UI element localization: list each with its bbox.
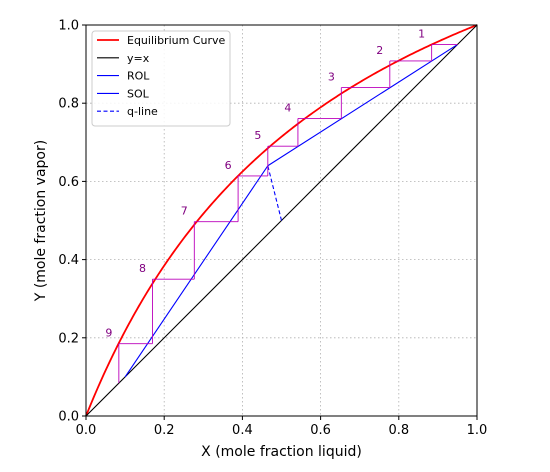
x-tick-label: 0.2 bbox=[154, 423, 175, 438]
x-axis-title: X (mole fraction liquid) bbox=[201, 444, 362, 460]
stage-label: 2 bbox=[376, 44, 383, 57]
plot-lines bbox=[85, 24, 478, 417]
x-tick-label: 0.4 bbox=[232, 423, 253, 438]
y-tick-label: 1.0 bbox=[58, 19, 79, 34]
legend-label-q-line: q-line bbox=[127, 105, 158, 118]
y-tick-label: 0.6 bbox=[58, 175, 79, 190]
y-tick-label: 0.0 bbox=[58, 410, 79, 425]
y-tick-label: 0.2 bbox=[58, 331, 79, 346]
y-tick-label: 0.8 bbox=[58, 97, 79, 112]
stages: 1 2 3 4 5 6 7 8 9 bbox=[105, 28, 458, 384]
x-tick-label: 1.0 bbox=[467, 423, 488, 438]
series-sol bbox=[124, 165, 269, 378]
series-rol bbox=[267, 44, 458, 167]
legend-label-sol: SOL bbox=[127, 87, 150, 100]
stage-label: 9 bbox=[105, 327, 112, 340]
stage-label: 5 bbox=[254, 129, 261, 142]
legend: Equilibrium Curve y=x ROL SOL q-line bbox=[91, 30, 231, 127]
stage-label: 1 bbox=[418, 28, 425, 41]
legend-box bbox=[91, 30, 231, 127]
x-tick-label: 0.6 bbox=[310, 423, 331, 438]
stage-label: 7 bbox=[181, 205, 188, 218]
y-axis: 0.0 0.2 0.4 0.6 0.8 1.0 bbox=[58, 19, 86, 425]
x-tick-label: 0.0 bbox=[76, 423, 97, 438]
plot-frame bbox=[85, 24, 478, 417]
x-tick-label: 0.8 bbox=[388, 423, 409, 438]
stage-label: 8 bbox=[139, 262, 146, 275]
stage-label: 3 bbox=[328, 71, 335, 84]
legend-label-rol: ROL bbox=[127, 70, 150, 83]
x-axis: 0.0 0.2 0.4 0.6 0.8 1.0 bbox=[76, 416, 488, 438]
series-q-line bbox=[267, 165, 283, 221]
series-equilibrium-curve bbox=[85, 24, 478, 417]
y-tick-label: 0.4 bbox=[58, 253, 79, 268]
legend-label-equilibrium-curve: Equilibrium Curve bbox=[127, 34, 226, 47]
y-axis-title: Y (mole fraction vapor) bbox=[33, 140, 49, 302]
legend-label-y-x: y=x bbox=[127, 52, 150, 65]
stage-label: 6 bbox=[225, 159, 232, 172]
stage-label: 4 bbox=[284, 101, 291, 114]
